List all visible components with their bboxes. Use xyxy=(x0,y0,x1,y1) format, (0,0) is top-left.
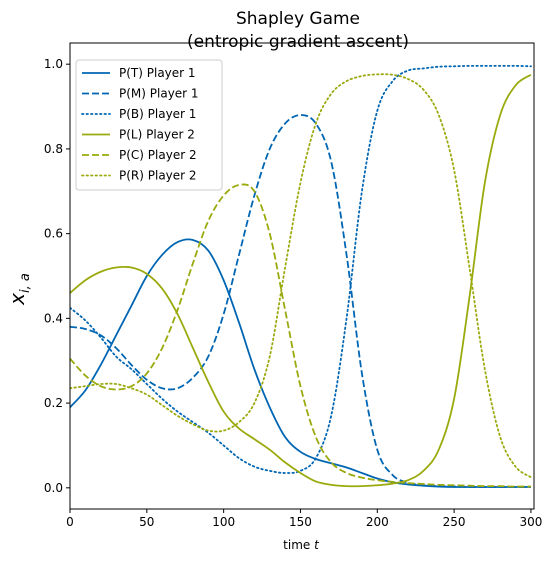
legend-label: P(M) Player 1 xyxy=(119,87,199,101)
y-tick-label: 0.0 xyxy=(44,481,63,495)
plot-frame xyxy=(69,42,535,510)
series-line-6 xyxy=(70,73,532,479)
series-line-1 xyxy=(70,238,531,488)
x-tick-label: 0 xyxy=(66,515,74,529)
x-tick-label: 250 xyxy=(443,515,466,529)
series-line-5 xyxy=(70,183,531,488)
legend-label: P(L) Player 2 xyxy=(119,128,195,142)
chart-subtitle: (entropic gradient ascent) xyxy=(187,32,409,52)
x-tick-label: 100 xyxy=(212,515,235,529)
chart-title: Shapley Game xyxy=(236,9,360,29)
y-tick-label: 0.6 xyxy=(44,227,63,241)
y-tick-label: 1.0 xyxy=(44,57,63,71)
legend-label: P(B) Player 1 xyxy=(119,107,196,121)
x-tick-label: 200 xyxy=(366,515,389,529)
legend: P(T) Player 1 P(M) Player 1 P(B) Player 1 P… xyxy=(75,59,223,191)
y-axis-label: xi, a xyxy=(5,273,33,306)
x-tick-label: 50 xyxy=(139,515,154,529)
y-tick-label: 0.8 xyxy=(44,142,63,156)
y-tick-label: 0.4 xyxy=(44,311,63,325)
x-tick-label: 300 xyxy=(519,515,542,529)
x-axis: 0 50 100 150 200 250 300 xyxy=(66,509,542,529)
x-tick-label: 150 xyxy=(289,515,312,529)
y-tick-label: 0.2 xyxy=(44,396,63,410)
series-line-4 xyxy=(70,73,532,488)
legend-box xyxy=(75,59,223,191)
legend-label: P(T) Player 1 xyxy=(119,66,196,80)
legend-label: P(C) Player 2 xyxy=(119,148,197,162)
y-axis: 0.0 0.2 0.4 0.6 0.8 1.0 xyxy=(44,57,70,495)
legend-label: P(R) Player 2 xyxy=(119,169,197,183)
x-axis-label: time t xyxy=(283,538,320,552)
series-line-2 xyxy=(70,114,531,488)
series-line-3 xyxy=(70,64,532,474)
